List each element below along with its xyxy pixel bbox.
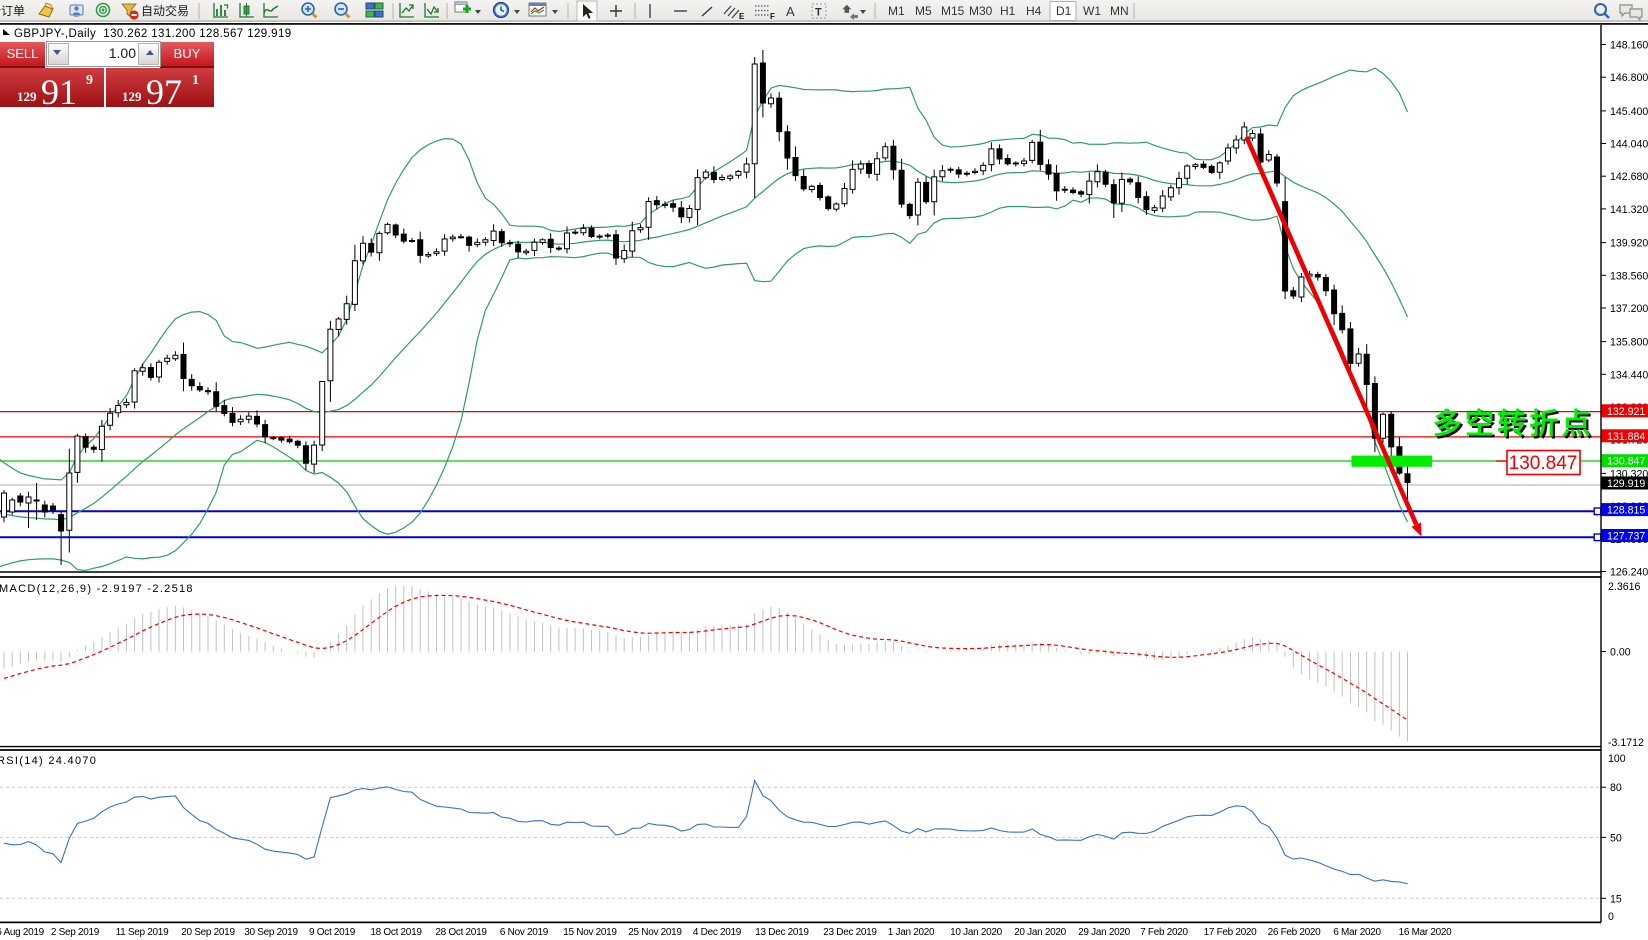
svg-text:H4: H4	[1026, 4, 1042, 18]
svg-text:135.800: 135.800	[1610, 337, 1648, 349]
svg-text:15 Nov 2019: 15 Nov 2019	[563, 927, 617, 938]
svg-text:25 Nov 2019: 25 Nov 2019	[628, 927, 682, 938]
svg-text:2 Sep 2019: 2 Sep 2019	[51, 927, 100, 938]
svg-text:7 Feb 2020: 7 Feb 2020	[1140, 927, 1188, 938]
svg-text:0: 0	[1608, 911, 1614, 923]
svg-text:18 Oct 2019: 18 Oct 2019	[370, 927, 422, 938]
svg-text:GBPJPY-,Daily 130.262 131.200: GBPJPY-,Daily 130.262 131.200 128.567 12…	[14, 28, 292, 40]
svg-text:2.3616: 2.3616	[1608, 581, 1641, 593]
svg-text:130.847: 130.847	[1509, 453, 1578, 474]
svg-text:A: A	[786, 4, 795, 19]
svg-text:30 Sep 2019: 30 Sep 2019	[244, 927, 298, 938]
svg-text:29 Jan 2020: 29 Jan 2020	[1078, 927, 1130, 938]
svg-text:-3.1712: -3.1712	[1608, 737, 1644, 749]
svg-text:23 Dec 2019: 23 Dec 2019	[823, 927, 877, 938]
svg-text:134.440: 134.440	[1610, 369, 1648, 381]
svg-text:141.320: 141.320	[1610, 204, 1648, 216]
svg-text:148.160: 148.160	[1610, 40, 1648, 52]
svg-text:28 Oct 2019: 28 Oct 2019	[435, 927, 487, 938]
svg-text:多空转折点: 多空转折点	[1435, 409, 1596, 443]
svg-text:50: 50	[1610, 832, 1622, 844]
svg-text:H1: H1	[1000, 4, 1016, 18]
svg-text:10 Jan 2020: 10 Jan 2020	[950, 927, 1002, 938]
svg-text:20 Sep 2019: 20 Sep 2019	[181, 927, 235, 938]
svg-text:100: 100	[1608, 753, 1626, 765]
svg-text:127.737: 127.737	[1607, 531, 1645, 543]
svg-text:RSI(14) 24.4070: RSI(14) 24.4070	[0, 755, 97, 767]
svg-text:142.680: 142.680	[1610, 171, 1648, 183]
svg-text:126.240: 126.240	[1610, 567, 1648, 579]
svg-text:128.815: 128.815	[1607, 505, 1645, 517]
svg-text:W1: W1	[1083, 4, 1101, 18]
svg-text:132.921: 132.921	[1607, 406, 1645, 418]
svg-text:129.919: 129.919	[1607, 478, 1645, 490]
svg-text:16 Mar 2020: 16 Mar 2020	[1399, 927, 1453, 938]
svg-text:D1: D1	[1056, 4, 1072, 18]
svg-text:E: E	[739, 12, 745, 21]
svg-text:M15: M15	[941, 4, 965, 18]
svg-text:138.560: 138.560	[1610, 270, 1648, 282]
svg-text:多空转折点: 多空转折点	[1433, 406, 1594, 440]
svg-text:0.00: 0.00	[1610, 647, 1631, 659]
svg-text:F: F	[770, 12, 775, 21]
svg-text:80: 80	[1610, 782, 1622, 794]
svg-text:26 Aug 2019: 26 Aug 2019	[0, 927, 45, 938]
svg-text:T: T	[815, 7, 822, 19]
svg-text:26 Feb 2020: 26 Feb 2020	[1268, 927, 1322, 938]
svg-text:新订单: 新订单	[0, 3, 25, 18]
svg-text:130.847: 130.847	[1607, 456, 1645, 468]
svg-text:M5: M5	[915, 4, 932, 18]
svg-text:自动交易: 自动交易	[141, 3, 189, 18]
svg-text:9 Oct 2019: 9 Oct 2019	[309, 927, 356, 938]
svg-text:11 Sep 2019: 11 Sep 2019	[116, 927, 169, 938]
svg-text:6 Nov 2019: 6 Nov 2019	[500, 927, 549, 938]
svg-text:15: 15	[1610, 893, 1622, 905]
svg-text:20 Jan 2020: 20 Jan 2020	[1014, 927, 1066, 938]
svg-text:137.200: 137.200	[1610, 303, 1648, 315]
svg-text:146.800: 146.800	[1610, 72, 1648, 84]
svg-text:17 Feb 2020: 17 Feb 2020	[1204, 927, 1258, 938]
svg-text:145.400: 145.400	[1610, 106, 1648, 118]
svg-text:6 Mar 2020: 6 Mar 2020	[1333, 927, 1381, 938]
svg-text:MACD(12,26,9) -2.9197 -2.2518: MACD(12,26,9) -2.9197 -2.2518	[0, 583, 194, 595]
svg-text:144.040: 144.040	[1610, 139, 1648, 151]
svg-text:M30: M30	[969, 4, 993, 18]
svg-text:4 Dec 2019: 4 Dec 2019	[693, 927, 742, 938]
svg-text:M1: M1	[888, 4, 905, 18]
svg-text:1 Jan 2020: 1 Jan 2020	[888, 927, 935, 938]
svg-text:MN: MN	[1110, 4, 1129, 18]
svg-text:131.884: 131.884	[1607, 431, 1645, 443]
svg-text:13 Dec 2019: 13 Dec 2019	[755, 927, 809, 938]
svg-text:139.920: 139.920	[1610, 238, 1648, 250]
